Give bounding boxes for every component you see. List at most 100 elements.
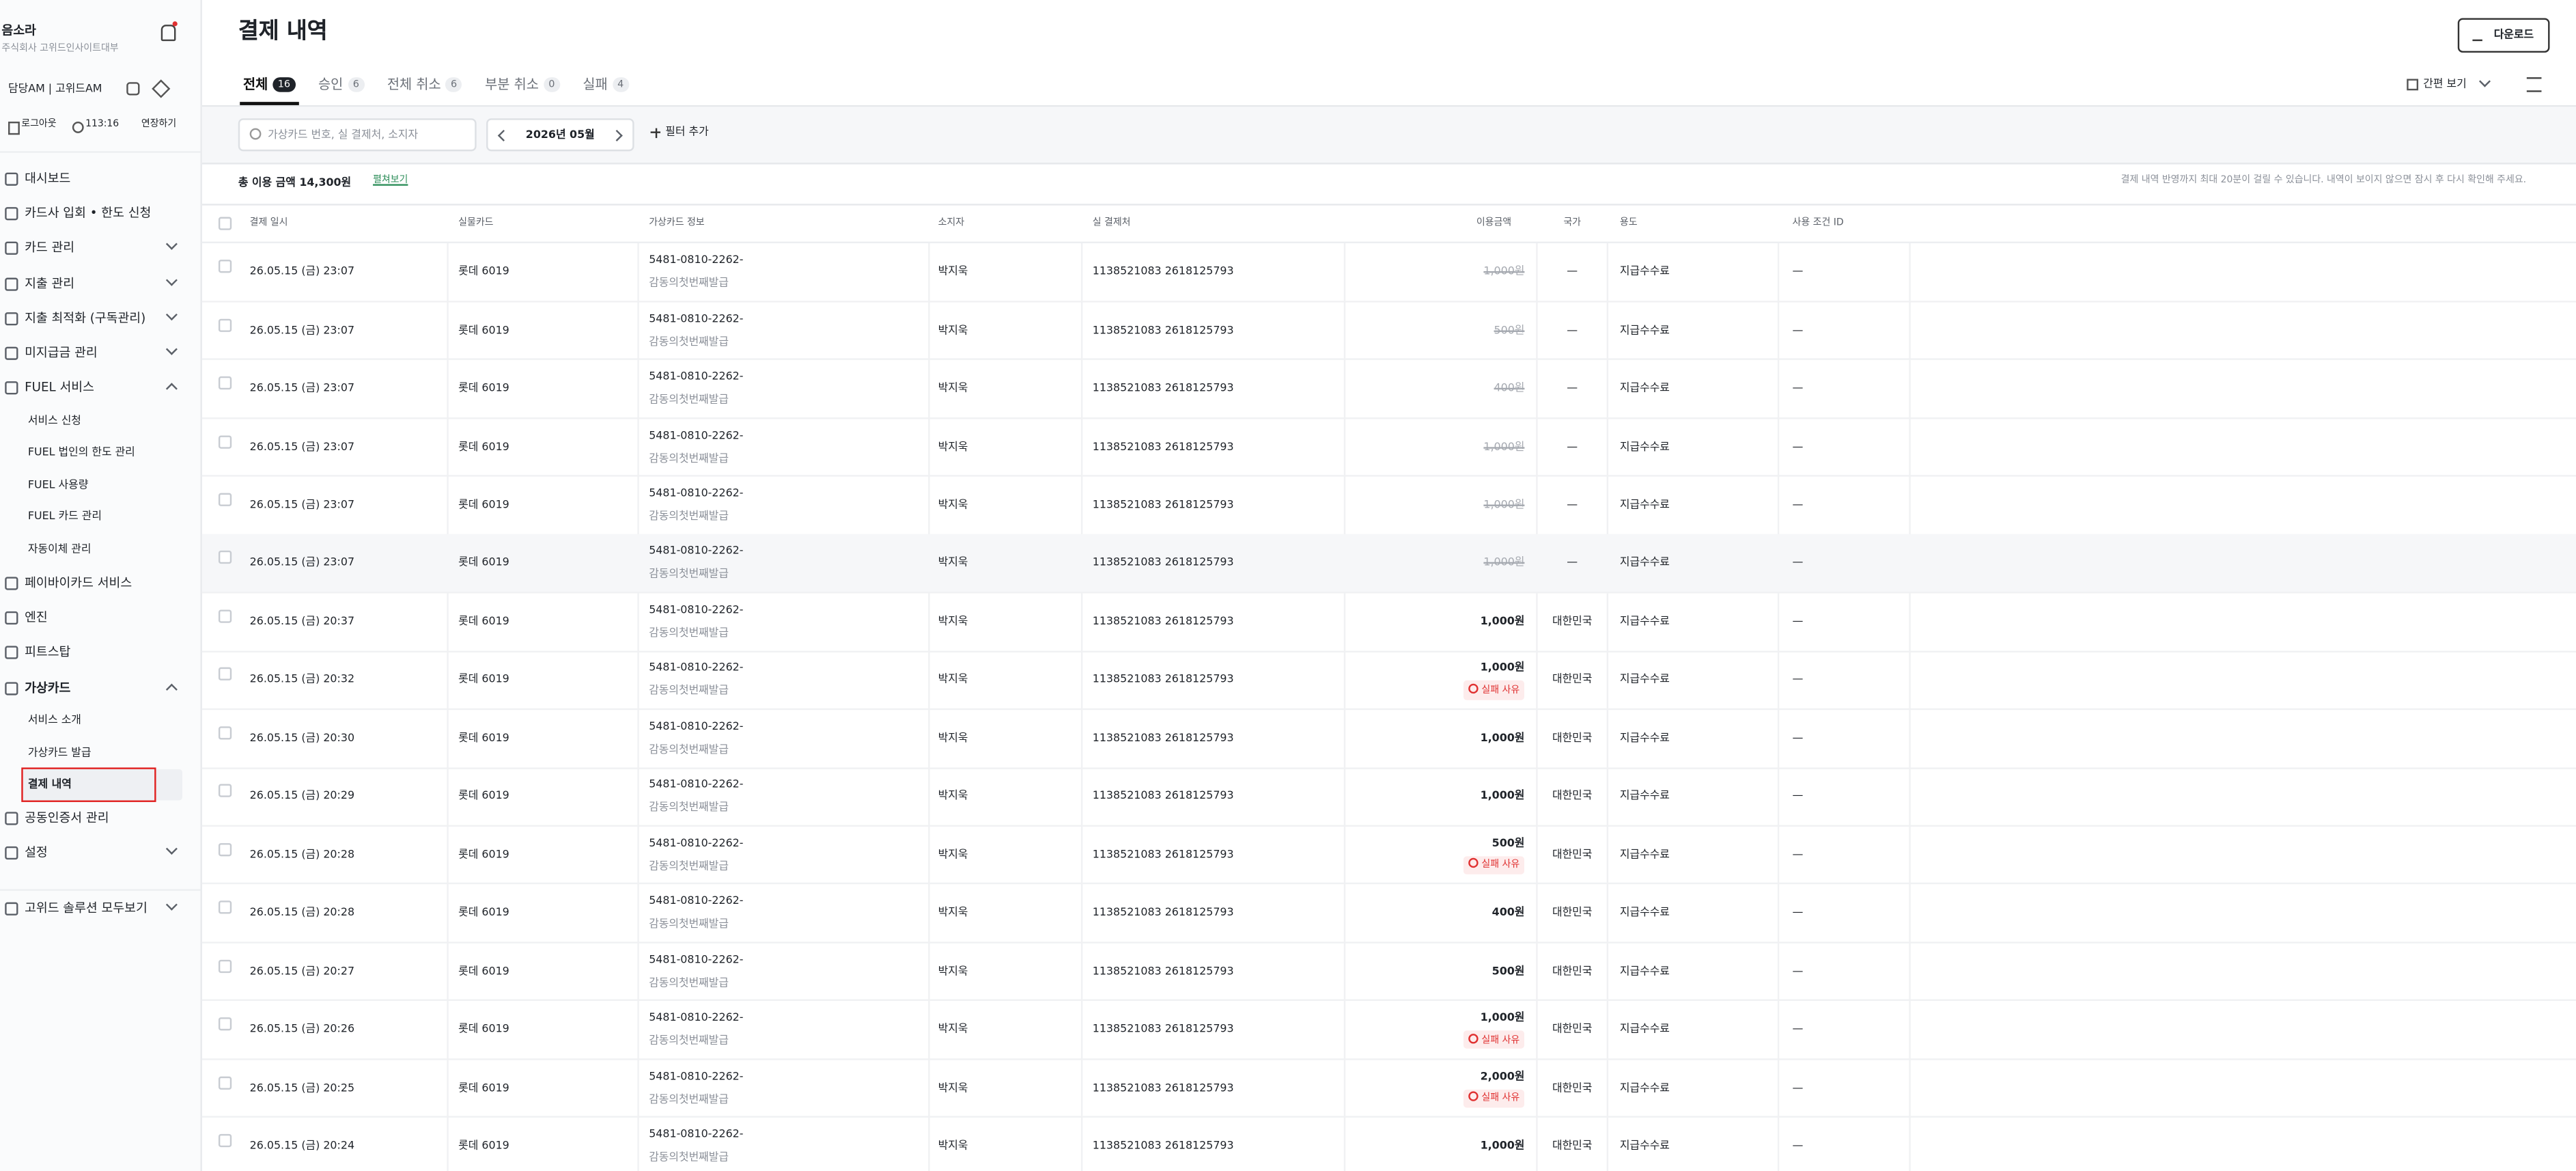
submenu-item[interactable]: 자동이체 관리	[27, 542, 92, 555]
menu-item[interactable]: 공동인증서 관리	[25, 810, 109, 826]
download-button[interactable]: 다운로드	[2457, 18, 2550, 53]
menu-item[interactable]: 카드사 입회 • 한도 신청	[25, 206, 152, 221]
chevron[interactable]	[165, 898, 178, 910]
column-header[interactable]: 소지자	[938, 218, 965, 229]
fail-reason[interactable]: 실패 사유	[1463, 855, 1525, 874]
menu-item[interactable]: 지출 최적화 (구독관리)	[25, 310, 146, 325]
column-header[interactable]: 결제 일시	[249, 218, 288, 229]
column-header[interactable]: 용도	[1619, 218, 1638, 229]
submenu-item[interactable]: 가상카드 발급	[27, 745, 92, 759]
column-header[interactable]: 실 결제처	[1092, 218, 1131, 229]
phone-icon[interactable]	[126, 82, 140, 96]
tab-label[interactable]: 승인	[318, 76, 344, 93]
submenu-item[interactable]: FUEL 사용량	[27, 478, 89, 491]
chevron[interactable]	[165, 843, 178, 855]
condition-id: —	[1792, 1022, 1804, 1036]
column-header[interactable]: 이용금액	[1476, 218, 1512, 229]
chevron[interactable]	[2478, 75, 2491, 87]
purpose: 지급수수료	[1619, 439, 1670, 453]
fail-reason[interactable]: 실패 사유	[1463, 1030, 1525, 1049]
tab[interactable]: 전체 16	[240, 76, 298, 105]
menu-item[interactable]: 설정	[25, 845, 48, 861]
row-checkbox[interactable]	[218, 318, 232, 332]
download-label[interactable]: 다운로드	[2493, 27, 2534, 42]
row-checkbox[interactable]	[218, 726, 232, 740]
prev[interactable]	[497, 129, 509, 141]
settings-icon[interactable]	[2526, 77, 2542, 92]
chevron[interactable]	[165, 308, 178, 320]
chevron[interactable]	[165, 273, 178, 286]
menu-item[interactable]: 가상카드	[25, 679, 71, 695]
chevron[interactable]	[165, 343, 178, 355]
row-checkbox[interactable]	[218, 842, 232, 856]
tab[interactable]: 승인 6	[318, 76, 365, 105]
menu-item[interactable]: 대시보드	[25, 171, 71, 186]
bell-icon[interactable]	[160, 25, 176, 42]
tab-label[interactable]: 전체 취소	[387, 76, 441, 93]
row-border	[201, 825, 2576, 826]
submenu-item[interactable]: FUEL 카드 관리	[27, 510, 102, 523]
column-header[interactable]: 가상카드 정보	[649, 218, 705, 229]
menu-item[interactable]: FUEL 서비스	[25, 380, 94, 395]
menu-item[interactable]: 미지급금 관리	[25, 345, 98, 360]
month-picker[interactable]: 2026년 05월	[486, 118, 634, 152]
row-checkbox[interactable]	[218, 959, 232, 973]
submenu-item[interactable]: FUEL 법인의 한도 관리	[27, 445, 135, 459]
tab-label[interactable]: 부분 취소	[485, 76, 539, 93]
row-checkbox[interactable]	[218, 260, 232, 273]
tab[interactable]: 전체 취소 6	[387, 77, 462, 105]
logout[interactable]: 로그아웃	[21, 120, 57, 130]
tab-count[interactable]: 16	[272, 77, 296, 92]
row-checkbox[interactable]	[218, 551, 232, 565]
row-checkbox[interactable]	[218, 667, 232, 681]
view-mode[interactable]: 간편 보기	[2423, 77, 2467, 91]
card: 롯데 6019	[458, 439, 509, 453]
row-checkbox[interactable]	[218, 1133, 232, 1148]
country: 대한민국	[1552, 1080, 1593, 1094]
column-header[interactable]: 국가	[1563, 218, 1582, 229]
datetime: 26.05.15 (금) 20:24	[249, 1139, 355, 1153]
search-input[interactable]: 가상카드 번호, 실 결제처, 소지자	[238, 118, 477, 152]
next[interactable]	[611, 129, 623, 141]
tab-count[interactable]: 6	[445, 77, 462, 92]
menu-item[interactable]: 페이바이카드 서비스	[25, 575, 132, 590]
header-checkbox[interactable]	[218, 217, 232, 230]
expand-link[interactable]: 펼쳐보기	[373, 176, 408, 186]
menu-item[interactable]: 카드 관리	[25, 240, 75, 256]
row-checkbox[interactable]	[218, 900, 232, 914]
add-filter[interactable]: 필터 추가	[665, 124, 709, 139]
menu-item[interactable]: 피트스탑	[25, 644, 71, 660]
column-header[interactable]: 실물카드	[458, 218, 494, 229]
tab[interactable]: 부분 취소 0	[485, 77, 560, 105]
tab-label[interactable]: 실패	[583, 76, 608, 93]
row-checkbox[interactable]	[218, 435, 232, 448]
tab-count[interactable]: 6	[348, 77, 365, 92]
row-checkbox[interactable]	[218, 493, 232, 506]
fail-reason[interactable]: 실패 사유	[1463, 680, 1525, 700]
row-checkbox[interactable]	[218, 784, 232, 798]
holder: 박지욱	[938, 1139, 968, 1153]
submenu-item[interactable]: 서비스 소개	[27, 713, 81, 727]
tab[interactable]: 실패 4	[583, 76, 629, 105]
extend[interactable]: 연장하기	[141, 120, 177, 130]
row-checkbox[interactable]	[218, 1017, 232, 1031]
tab-count[interactable]: 0	[544, 77, 560, 92]
row-checkbox[interactable]	[218, 376, 232, 390]
column-header[interactable]: 사용 조건 ID	[1792, 218, 1844, 229]
menu-item[interactable]: 지출 관리	[25, 275, 75, 290]
send-icon[interactable]	[152, 79, 171, 98]
chevron[interactable]	[165, 383, 178, 395]
row-checkbox[interactable]	[218, 1075, 232, 1089]
chevron[interactable]	[165, 238, 178, 251]
tab-label[interactable]: 전체	[243, 76, 268, 93]
chevron[interactable]	[165, 683, 178, 695]
fail-reason[interactable]: 실패 사유	[1463, 1088, 1525, 1107]
menu-item[interactable]: 고위드 솔루션 모두보기	[25, 900, 148, 915]
tab-count[interactable]: 4	[612, 77, 629, 92]
notice: 결제 내역 반영까지 최대 20분이 걸릴 수 있습니다. 내역이 보이지 않으…	[2120, 176, 2527, 186]
row-checkbox[interactable]	[218, 609, 232, 623]
purpose: 지급수수료	[1619, 614, 1670, 628]
submenu-item[interactable]: 서비스 신청	[27, 413, 81, 427]
submenu-item[interactable]: 결제 내역	[27, 777, 72, 791]
menu-item[interactable]: 엔진	[25, 609, 48, 625]
